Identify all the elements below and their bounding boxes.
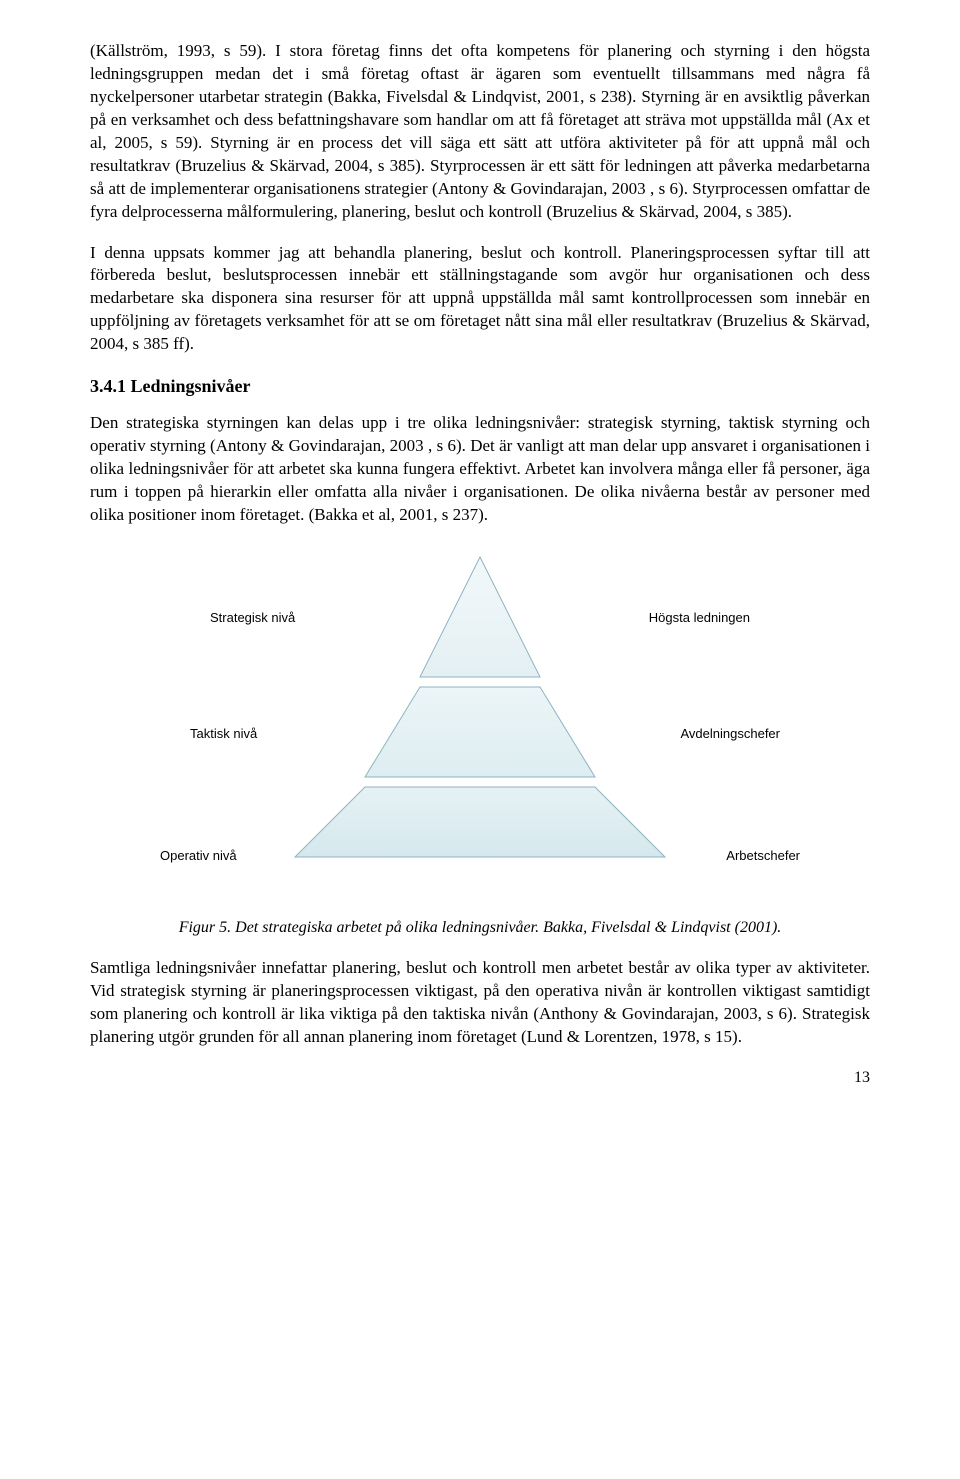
paragraph-2: I denna uppsats kommer jag att behandla … [90,242,870,357]
page-number: 13 [90,1067,870,1089]
pyramid-top [420,557,540,677]
paragraph-1: (Källström, 1993, s 59). I stora företag… [90,40,870,224]
pyramid-svg [270,547,690,867]
pyramid-middle [365,687,595,777]
paragraph-3: Den strategiska styrningen kan delas upp… [90,412,870,527]
pyramid-bottom [295,787,665,857]
figure-caption: Figur 5. Det strategiska arbetet på olik… [90,917,870,939]
label-tactical-left: Taktisk nivå [190,725,257,743]
section-heading: 3.4.1 Ledningsnivåer [90,374,870,398]
label-strategic-left: Strategisk nivå [210,609,295,627]
label-operative-right: Arbetschefer [726,847,800,865]
pyramid-diagram: Strategisk nivå Högsta ledningen Taktisk… [170,547,790,907]
label-operative-left: Operativ nivå [160,847,237,865]
label-tactical-right: Avdelningschefer [681,725,781,743]
label-strategic-right: Högsta ledningen [649,609,750,627]
paragraph-4: Samtliga ledningsnivåer innefattar plane… [90,957,870,1049]
